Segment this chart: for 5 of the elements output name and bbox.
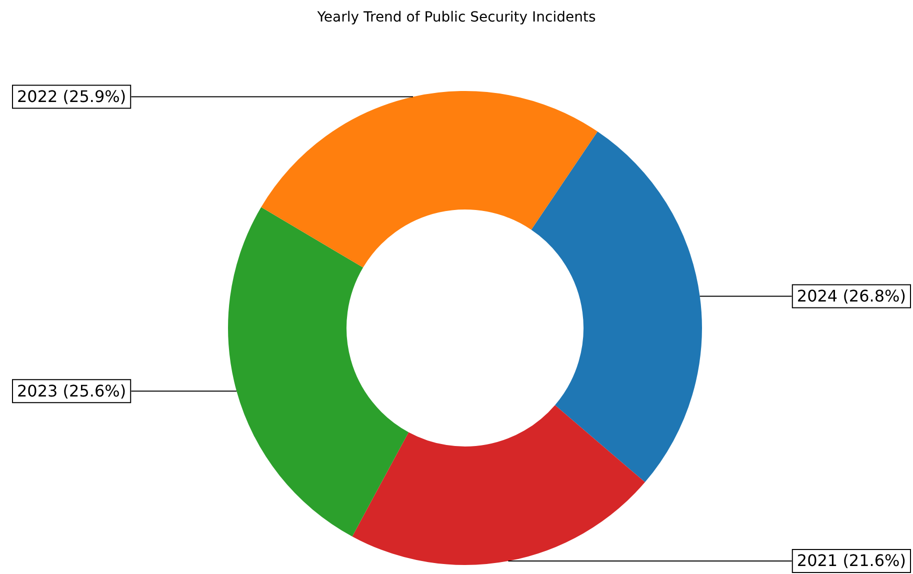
slice-label: 2022 (25.9%) [17,86,126,106]
chart-title: Yearly Trend of Public Security Incidents [316,10,596,26]
slice-label: 2021 (21.6%) [796,551,906,570]
slice-label: 2024 (26.8%) [796,286,906,306]
slice-label: 2023 (25.6%) [17,381,126,400]
